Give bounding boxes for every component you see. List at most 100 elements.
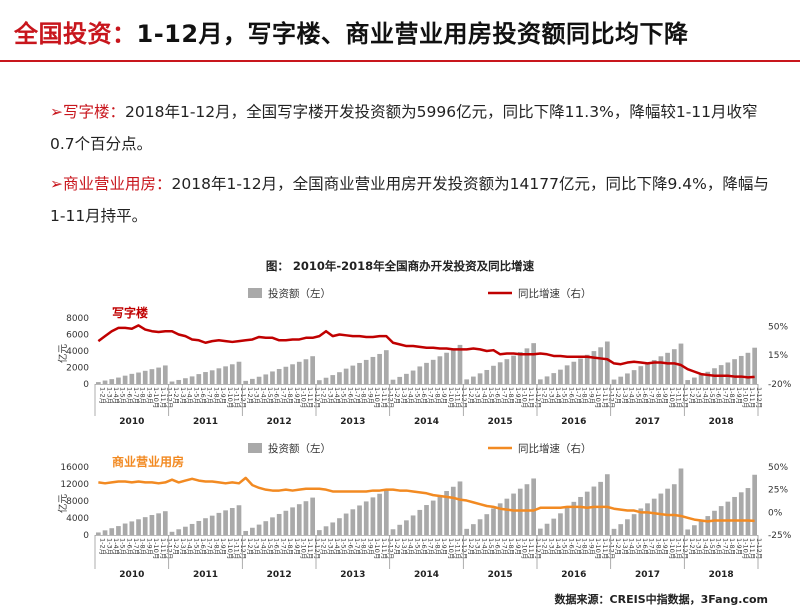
bar: [176, 379, 182, 384]
month-tick-label: 1-7月: [500, 387, 508, 404]
month-tick-label: 1-2月: [172, 387, 180, 404]
bar: [283, 366, 289, 384]
month-tick-label: 1-5月: [634, 387, 642, 404]
month-tick-label: 1-2月: [541, 538, 549, 555]
month-tick-label: 1-4月: [628, 538, 636, 555]
month-tick-label: 1-11月: [674, 387, 682, 408]
left-tick-label: 0: [83, 380, 89, 390]
month-tick-label: 1-2月: [688, 387, 696, 404]
bar: [625, 373, 630, 384]
bar: [149, 515, 155, 535]
bar: [645, 503, 650, 535]
bar: [323, 377, 329, 384]
bar: [477, 373, 483, 384]
month-tick-label: 1-3月: [253, 538, 261, 555]
growth-line: [97, 324, 755, 379]
month-tick-label: 1-3月: [179, 538, 187, 555]
month-tick-label: 1-3月: [547, 538, 555, 555]
series-label: 商业营业用房: [112, 454, 184, 469]
month-tick-label: 1-4月: [112, 387, 120, 404]
month-tick-label: 1-9月: [366, 387, 374, 404]
year-label: 2015: [488, 417, 513, 427]
legend-line-label: 同比增速（右）: [518, 287, 592, 300]
year-label: 2013: [340, 417, 365, 427]
month-tick-label: 1-6月: [420, 538, 428, 555]
bar: [745, 352, 751, 384]
month-tick-label: 1-9月: [735, 538, 743, 555]
left-unit-label: 亿元: [57, 343, 69, 363]
month-tick-label: 1-7月: [574, 538, 582, 555]
month-tick-label: 1-5月: [119, 538, 127, 555]
bar: [256, 376, 262, 384]
month-tick-label: 1-12月: [460, 387, 468, 408]
month-tick-label: 1-8月: [654, 538, 662, 555]
bar: [591, 486, 597, 535]
bar: [417, 509, 423, 535]
month-tick-label: 1-5月: [119, 387, 127, 404]
month-tick-label: 1-6月: [567, 538, 575, 555]
left-tick-label: 6000: [66, 331, 89, 341]
month-tick-label: 1-7月: [353, 538, 361, 555]
month-tick-label: 1-11月: [380, 538, 388, 559]
month-tick-label: 1-4月: [333, 538, 341, 555]
month-tick-label: 1-2月: [99, 538, 107, 555]
bar: [383, 350, 389, 384]
month-tick-label: 1-8月: [507, 387, 515, 404]
month-tick-label: 1-4月: [480, 538, 488, 555]
bar: [209, 370, 215, 384]
bar: [732, 496, 737, 535]
month-tick-label: 1-8月: [139, 538, 147, 555]
bar: [404, 520, 409, 535]
month-tick-label: 1-8月: [360, 538, 368, 555]
month-tick-label: 1-7月: [427, 387, 435, 404]
bullet-list: ➢写字楼：2018年1-12月，全国写字楼开发投资额为5996亿元，同比下降11…: [50, 96, 780, 240]
month-tick-label: 1-3月: [621, 538, 629, 555]
bar: [317, 380, 322, 384]
bar: [303, 501, 309, 535]
bar: [216, 368, 222, 384]
month-tick-label: 1-2月: [541, 387, 549, 404]
year-label: 2011: [193, 570, 218, 580]
arrow-bullet-icon: ➢: [50, 175, 63, 193]
month-tick-label: 1-8月: [728, 387, 736, 404]
bar: [444, 352, 449, 384]
bar: [464, 379, 470, 384]
title-prefix: 全国投资：: [14, 20, 137, 48]
bar: [698, 520, 704, 535]
bar: [109, 379, 115, 384]
year-label: 2010: [119, 570, 144, 580]
month-tick-label: 1-9月: [514, 538, 522, 555]
bar: [250, 378, 255, 384]
bar: [491, 365, 496, 384]
bar: [397, 376, 403, 384]
bar: [96, 382, 101, 384]
month-tick-label: 1-11月: [527, 387, 535, 408]
month-tick-label: 1-11月: [159, 387, 167, 408]
month-tick-label: 1-6月: [715, 538, 723, 555]
bar: [692, 525, 697, 535]
bar: [256, 524, 262, 535]
month-tick-label: 1-8月: [581, 538, 589, 555]
bar: [564, 507, 570, 535]
year-label: 2013: [340, 570, 365, 580]
bar: [564, 365, 570, 384]
month-tick-label: 1-8月: [728, 538, 736, 555]
bar: [390, 379, 396, 384]
bar: [343, 513, 349, 535]
bar: [584, 491, 590, 535]
bar: [598, 347, 603, 384]
month-tick-label: 1-11月: [601, 538, 609, 559]
bar: [497, 362, 503, 384]
bar: [229, 508, 235, 535]
bar: [136, 519, 141, 535]
bar: [236, 361, 242, 384]
bar: [544, 523, 550, 535]
bar: [604, 474, 610, 535]
bar: [263, 521, 269, 535]
bar: [504, 498, 510, 535]
bar: [738, 355, 744, 384]
month-tick-label: 1-4月: [407, 387, 415, 404]
bar: [370, 356, 376, 384]
month-tick-label: 1-6月: [125, 538, 133, 555]
bar: [236, 505, 242, 535]
